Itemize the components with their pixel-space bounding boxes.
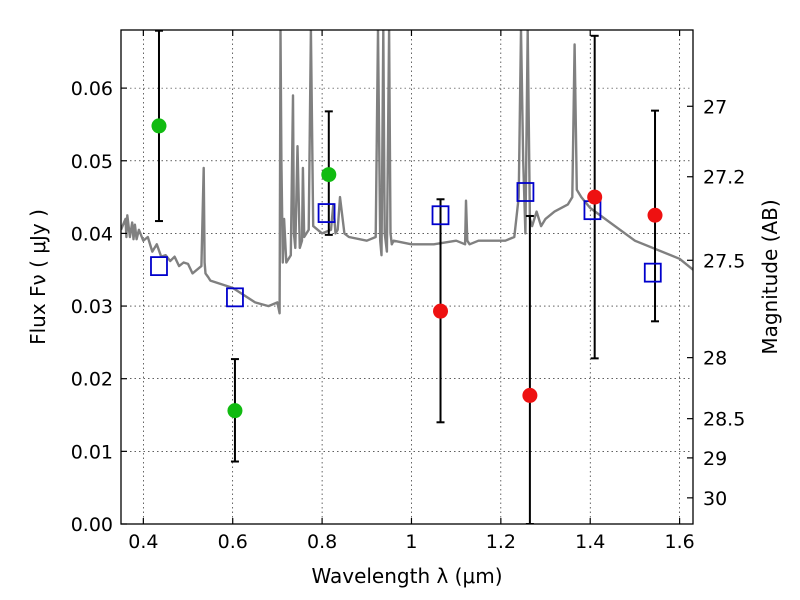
y-tick-label-0: 0.00: [71, 514, 113, 536]
right-tick-label-1: 27.2: [703, 167, 745, 189]
x-tick-label-5: 1.4: [575, 531, 605, 553]
axes: 0.4 0.6 0.8 1 1.2 1.4 1.6 0.00 0.01 0.02 0.03 0.04 0…: [71, 30, 745, 553]
y-tick-label-4: 0.04: [71, 223, 113, 245]
model-square-1: [226, 287, 244, 308]
model-square-4: [516, 182, 535, 202]
y-tick-label-6: 0.06: [71, 78, 113, 100]
spectrum-line: [121, 30, 693, 315]
x-tick-label-3: 1: [405, 531, 417, 553]
right-tick-label-2: 27.5: [703, 250, 745, 272]
red-point-0: [433, 303, 449, 319]
x-tick-label-1: 0.6: [218, 531, 248, 553]
right-tick-label-0: 27: [703, 96, 727, 118]
model-square-0: [150, 256, 168, 277]
x-tick-label-0: 0.4: [128, 531, 158, 553]
right-tick-label-6: 30: [703, 488, 727, 510]
model-square-6: [643, 262, 662, 283]
green-point-2: [321, 167, 337, 183]
x-tick-label-4: 1.2: [486, 531, 516, 553]
right-axis-title: Magnitude (AB): [758, 199, 782, 354]
x-tick-label-6: 1.6: [664, 531, 694, 553]
y-axis-title: Flux Fν ( μJy ): [26, 209, 50, 345]
red-point-2: [587, 189, 603, 205]
y-tick-label-3: 0.03: [71, 296, 113, 318]
red-point-3: [647, 207, 663, 223]
y-tick-label-1: 0.01: [71, 441, 113, 463]
grid-lines: [121, 30, 693, 524]
plot-frame: [120, 29, 694, 525]
y-tick-label-2: 0.02: [71, 369, 113, 391]
right-tick-label-3: 28: [703, 348, 727, 370]
plot-area: [121, 30, 693, 524]
right-tick-label-4: 28.5: [703, 409, 745, 431]
green-point-0: [151, 118, 167, 134]
x-axis-title: Wavelength λ (μm): [311, 564, 502, 588]
right-tick-label-5: 29: [703, 448, 727, 470]
red-point-1: [522, 387, 538, 403]
y-tick-label-5: 0.05: [71, 151, 113, 173]
model-square-2: [317, 203, 336, 223]
x-tick-label-2: 0.8: [307, 531, 337, 553]
green-point-1: [227, 403, 243, 419]
model-square-3: [431, 205, 450, 226]
